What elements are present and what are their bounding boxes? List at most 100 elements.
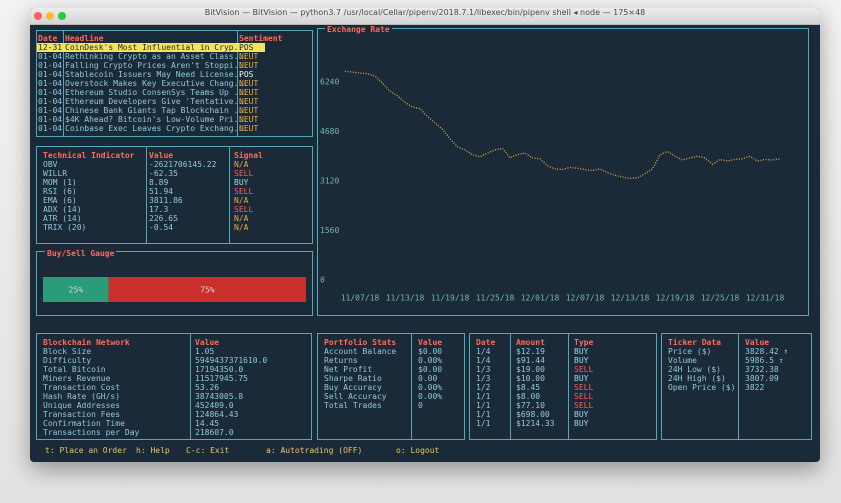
x-tick-label: 12/19/18 (656, 294, 695, 303)
table-cell: 1/2 (476, 383, 491, 392)
column-header: Amount (516, 338, 545, 347)
table-cell: Difficulty (43, 356, 92, 365)
table-cell: SELL (574, 401, 594, 410)
table-cell: $91.44 (516, 356, 545, 365)
table-cell: NEUT (239, 124, 259, 133)
table-cell: Buy Accuracy (324, 383, 382, 392)
column-header: Ticker Data (668, 338, 721, 347)
table-cell: CoinDesk's Most Influential in Cryp... (65, 43, 249, 52)
table-cell: Returns (324, 356, 358, 365)
table-cell: 17.3 (149, 205, 169, 214)
table-cell: Net Profit (324, 365, 373, 374)
table-cell: Price ($) (668, 347, 712, 356)
table-cell: 53.26 (195, 383, 220, 392)
table-cell: Overstock Makes Key Executive Chang... (65, 79, 249, 88)
column-header: Signal (234, 151, 263, 160)
table-cell: Unique Addresses (43, 401, 121, 410)
table-cell: 8.89 (149, 178, 169, 187)
table-cell: Total Trades (324, 401, 382, 410)
table-cell: $0.00 (418, 365, 443, 374)
title-bar: BitVision — BitVision — python3.7 /usr/l… (30, 8, 820, 25)
table-cell: Sell Accuracy (324, 392, 387, 401)
table-cell: BUY (574, 410, 589, 419)
table-cell: 17194350.0 (195, 365, 244, 374)
table-cell: Transactions per Day (43, 428, 140, 437)
table-cell: $8.00 (516, 392, 541, 401)
table-cell: 0.00% (418, 356, 443, 365)
table-cell: SELL (574, 365, 594, 374)
table-cell: BUY (234, 178, 249, 187)
table-cell: EMA (6) (43, 196, 77, 205)
exchange-rate-line (344, 70, 781, 180)
chart-title: Exchange Rate (325, 25, 392, 34)
table-cell: 218607.0 (195, 428, 234, 437)
panel (36, 333, 312, 440)
gauge-label: 75% (200, 286, 215, 295)
table-cell: $8.45 (516, 383, 541, 392)
table-cell: Chinese Bank Giants Tap Blockchain ... (65, 106, 249, 115)
table-cell: WILLR (43, 169, 68, 178)
close-button[interactable] (34, 12, 42, 20)
table-cell: Falling Crypto Prices Aren't Stoppi... (65, 61, 249, 70)
window-title: BitVision — BitVision — python3.7 /usr/l… (204, 8, 646, 17)
table-cell: $0.00 (418, 347, 443, 356)
panel (469, 333, 657, 440)
chart-panel (317, 28, 809, 316)
table-cell: SELL (574, 392, 594, 401)
x-tick-label: 11/13/18 (386, 294, 425, 303)
table-cell: 3828.42 ↑ (745, 347, 789, 356)
column-header: Headline (65, 34, 104, 43)
column-header: Type (574, 338, 594, 347)
column-divider (63, 31, 64, 136)
table-cell: BUY (574, 356, 589, 365)
table-cell: 1/3 (476, 374, 491, 383)
x-tick-label: 12/13/18 (611, 294, 650, 303)
table-cell: BUY (574, 347, 589, 356)
table-cell: 1/1 (476, 419, 491, 428)
table-cell: N/A (234, 223, 249, 232)
shortcut-hint: t: Place an Order (45, 446, 127, 455)
table-cell: NEUT (239, 97, 259, 106)
column-header: Value (195, 338, 220, 347)
x-tick-label: 12/07/18 (566, 294, 605, 303)
table-cell: 01-04 (38, 61, 63, 70)
table-cell: 0 (418, 401, 423, 410)
terminal-window: BitVision — BitVision — python3.7 /usr/l… (30, 8, 820, 462)
table-cell: 0.00 (418, 374, 438, 383)
table-cell: 01-04 (38, 97, 63, 106)
table-cell: POS (239, 70, 254, 79)
table-cell: SELL (234, 205, 254, 214)
x-tick-label: 11/25/18 (476, 294, 515, 303)
column-divider (568, 334, 569, 439)
table-cell: $4K Ahead? Bitcoin's Low-Volume Pri... (65, 115, 249, 124)
y-tick-label: 1560 (320, 226, 339, 235)
panel (661, 333, 812, 440)
table-cell: $77.10 (516, 401, 545, 410)
table-cell: 24H Low ($) (668, 365, 721, 374)
column-divider (510, 334, 511, 439)
table-cell: $19.00 (516, 365, 545, 374)
table-cell: 1/1 (476, 401, 491, 410)
table-cell: 0.00% (418, 383, 443, 392)
table-cell: ADX (14) (43, 205, 82, 214)
table-cell: TRIX (20) (43, 223, 87, 232)
table-cell: 226.65 (149, 214, 178, 223)
table-cell: BUY (574, 419, 589, 428)
gauge-title: Buy/Sell Gauge (45, 249, 117, 258)
x-tick-label: 12/01/18 (521, 294, 560, 303)
panel (317, 333, 465, 440)
table-cell: -0.54 (149, 223, 174, 232)
minimize-button[interactable] (46, 12, 54, 20)
table-cell: Confirmation Time (43, 419, 125, 428)
x-tick-label: 12/25/18 (701, 294, 740, 303)
gauge-panel (36, 251, 313, 316)
table-cell: 14.45 (195, 419, 220, 428)
column-divider (738, 334, 739, 439)
table-cell: 01-04 (38, 52, 63, 61)
y-tick-label: 3120 (320, 176, 339, 185)
table-cell: 01-04 (38, 79, 63, 88)
table-cell: 1/1 (476, 392, 491, 401)
zoom-button[interactable] (58, 12, 66, 20)
